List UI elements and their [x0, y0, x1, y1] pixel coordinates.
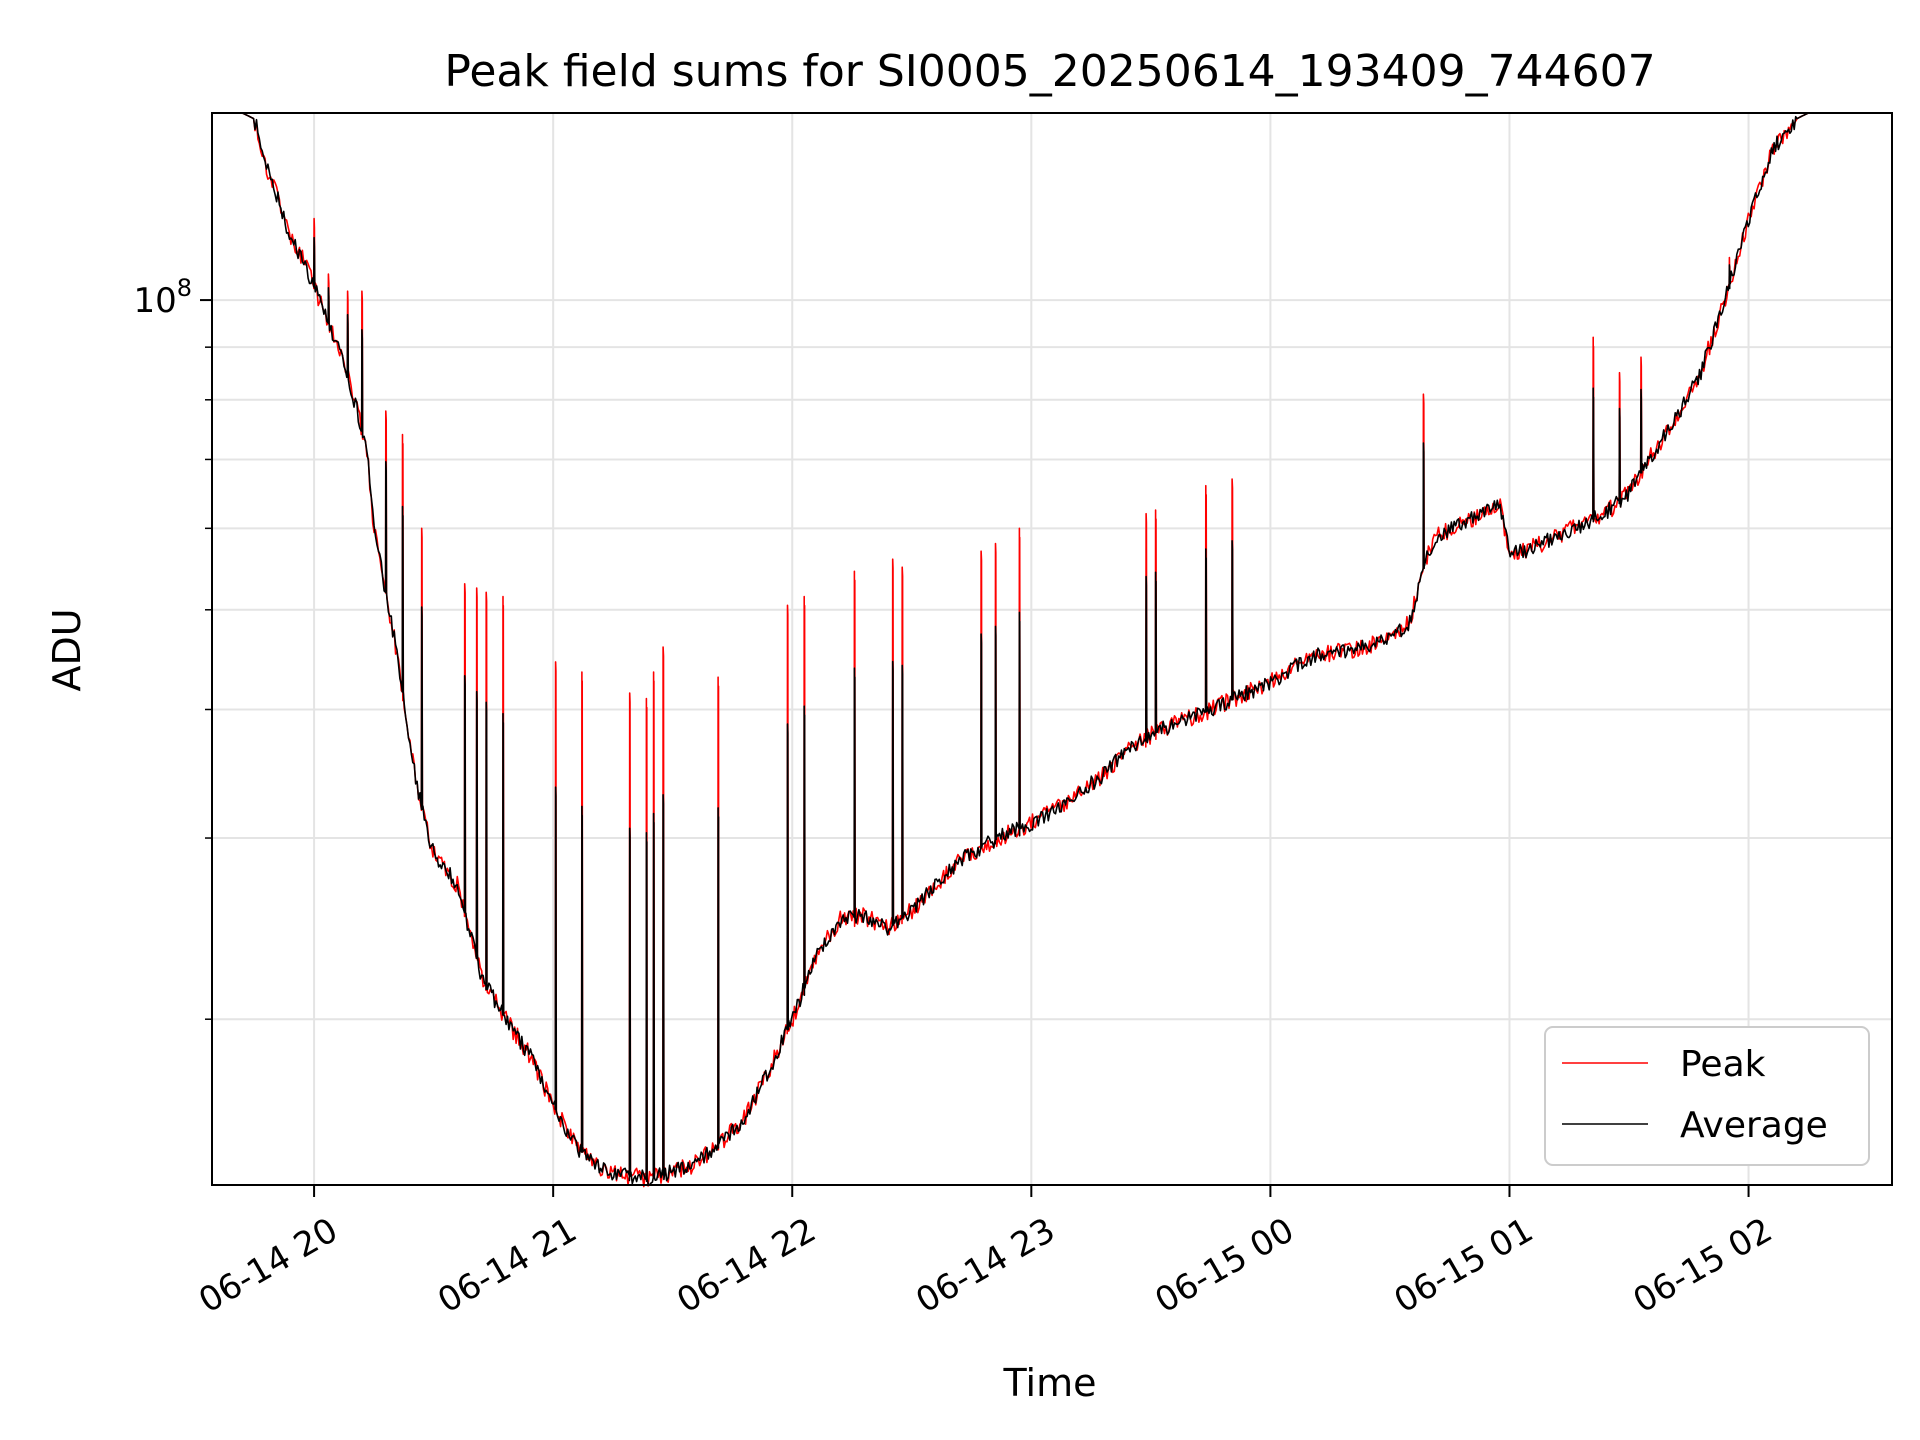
x-tick-label: 06-15 01: [1388, 1210, 1540, 1321]
x-axis-ticks: 06-14 20 06-14 21 06-14 22 06-14 23 06-15 00…: [192, 1185, 1779, 1321]
y-tick-label: 108: [133, 274, 192, 321]
series-line-peak: [212, 112, 1892, 1188]
y-axis-label: ADU: [45, 608, 89, 691]
x-tick-label: 06-15 02: [1627, 1210, 1779, 1321]
plot-frame: [211, 112, 1893, 1186]
legend-label-average: Average: [1680, 1105, 1828, 1146]
x-tick-label: 06-14 23: [909, 1210, 1061, 1321]
y-axis-ticks: 108: [133, 274, 212, 1020]
legend-label-peak: Peak: [1680, 1044, 1766, 1085]
series-peak: [212, 112, 1892, 1188]
series-average: [212, 112, 1892, 1187]
chart-title: Peak field sums for SI0005_20250614_1934…: [444, 46, 1655, 97]
x-axis-label: Time: [1003, 1361, 1097, 1405]
series-line-average: [212, 112, 1892, 1187]
legend-box: [1544, 1026, 1870, 1166]
x-tick-label: 06-14 22: [670, 1210, 822, 1321]
x-tick-label: 06-14 21: [431, 1210, 583, 1321]
grid-lines: [212, 113, 1892, 1185]
x-tick-label: 06-15 00: [1149, 1210, 1301, 1321]
x-tick-label: 06-14 20: [192, 1210, 344, 1321]
legend: Peak Average: [1544, 1026, 1870, 1166]
